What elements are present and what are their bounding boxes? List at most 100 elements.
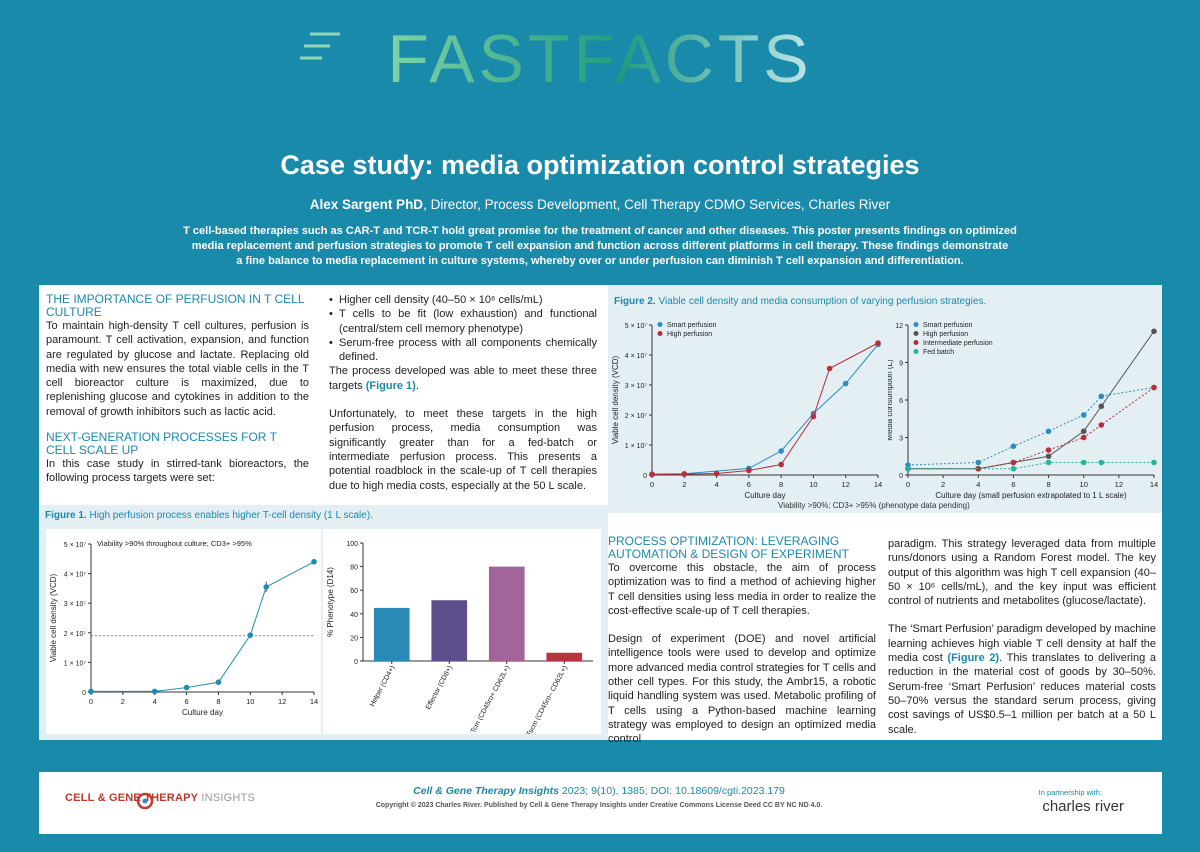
intro-text: T cell-based therapies such as CAR-T and…: [170, 224, 1030, 269]
author-role: , Director, Process Development, Cell Th…: [423, 197, 891, 212]
text: The process developed was able to meet t…: [329, 365, 597, 392]
series-line: [651, 344, 879, 475]
legend-label: High perfusion: [923, 331, 968, 338]
series-line: [908, 387, 1155, 470]
paragraph: To overcome this obstacle, the aim of pr…: [608, 562, 876, 617]
section-heading: Process optimization: leveraging automat…: [608, 534, 849, 561]
paragraph: Unfortunately, to meet these targets in …: [329, 408, 597, 492]
text: .: [415, 379, 419, 392]
figure-1-link[interactable]: (Figure 1): [365, 379, 416, 392]
figure-label: Figure 1.: [45, 510, 87, 521]
fig2a-chart: 0 2 4 6 8 10 12 14 0 1 × 10⁷ 2 × 10⁷ 3 × 10⁷ 4 × 10⁷…: [611, 322, 882, 500]
y-tick-label: 40: [350, 612, 358, 619]
x-tick-label: 0: [650, 480, 654, 489]
data-point: [778, 461, 784, 468]
column-2: Higher cell density (40–50 × 10⁶ cells/m…: [329, 293, 597, 493]
y-axis-label: Media consumption (L): [888, 359, 894, 441]
x-tick-label: 6: [747, 480, 751, 489]
x-tick-label: 8: [216, 697, 220, 706]
y-tick-label: 5 × 10⁷: [625, 323, 648, 330]
figure-1: Figure 1. High perfusion process enables…: [39, 505, 608, 740]
y-axis-label: Viable cell density (VCD): [611, 356, 620, 445]
x-tick-label: 10: [809, 480, 817, 489]
data-point: [1010, 459, 1017, 466]
bar: [373, 607, 410, 661]
paragraph: To maintain high-density T cell cultures…: [46, 320, 309, 418]
x-tick-label: 4: [714, 480, 718, 489]
y-tick-label: 0: [354, 659, 358, 666]
y-tick-label: 9: [899, 361, 903, 368]
data-point: [1080, 434, 1087, 441]
figure-label: Figure 2.: [614, 296, 656, 307]
journal-logo[interactable]: CELL & GENE THERAPY INSIGHTS: [65, 792, 255, 804]
data-point: [842, 380, 849, 387]
y-tick-label: 5 × 10⁷: [64, 542, 87, 549]
data-point: [810, 413, 817, 420]
column-1: The importance of perfusion in T cell cu…: [46, 293, 309, 486]
list-item: Serum-free process with all components c…: [329, 336, 597, 365]
legend-marker: [913, 322, 919, 327]
y-tick-label: 100: [346, 541, 358, 548]
x-axis-label: Culture day: [745, 491, 786, 500]
legend-label: Smart perfusion: [923, 322, 973, 329]
x-tick-label: 4: [153, 697, 157, 706]
x-tick-label: 14: [310, 697, 318, 706]
journal-logo-main: CELL & GENE THERAPY: [65, 792, 199, 804]
caption-text: High perfusion process enables higher T-…: [86, 510, 373, 521]
data-point: [1098, 393, 1105, 400]
y-axis-label: Viable cell density (VCD): [49, 574, 58, 663]
y-tick-label: 3 × 10⁷: [64, 601, 87, 608]
fig1b-panel: 0 20 40 60 80 100 % Phenotype (D14) Helper (CD4…: [323, 529, 601, 737]
paragraph: paradigm. This strategy leveraged data f…: [888, 538, 1156, 608]
paragraph: The ‘Smart Perfusion’ paradigm developed…: [888, 622, 1156, 736]
legend-label: Smart perfusion: [667, 322, 717, 329]
y-tick-label: 2 × 10⁷: [625, 413, 648, 420]
data-point: [183, 684, 190, 691]
legend-label: Fed batch: [923, 349, 954, 356]
data-point: [88, 688, 94, 695]
citation-journal: Cell & Gene Therapy Insights: [413, 785, 559, 797]
target-list: Higher cell density (40–50 × 10⁶ cells/m…: [329, 293, 597, 364]
data-point: [681, 471, 688, 477]
data-point: [975, 465, 982, 472]
x-tick-label: 8: [779, 480, 783, 489]
data-point: [311, 558, 317, 565]
y-tick-label: 4 × 10⁷: [625, 353, 648, 360]
intro-line: media replacement and perfusion strategi…: [191, 240, 1009, 252]
bar: [431, 600, 468, 661]
y-tick-label: 0: [82, 690, 86, 697]
text: The ‘Smart Perfusion’ paradigm developed…: [888, 623, 1156, 665]
fig2b-chart: 0 2 4 6 8 10 12 14 0 3 6 9 12 Culture day (small perf…: [888, 322, 1158, 500]
figure-2-link[interactable]: (Figure 2): [947, 652, 1000, 665]
legend-marker: [657, 322, 663, 327]
figure-2: Figure 2. Viable cell density and media …: [608, 285, 1162, 513]
charles-river-logo[interactable]: charles river: [1042, 798, 1124, 815]
data-point: [1098, 403, 1105, 410]
data-point: [1080, 412, 1087, 418]
section-heading: The importance of perfusion in T cell cu…: [46, 292, 305, 319]
caption-text: Viable cell density and media consumptio…: [655, 296, 987, 307]
data-point: [151, 688, 158, 695]
copyright: Copyright © 2023 Charles River. Publishe…: [375, 802, 823, 809]
data-point: [247, 632, 254, 638]
section-heading: Next-generation processes for T cell sca…: [46, 430, 277, 458]
author-name: Alex Sargent PhD: [309, 197, 424, 212]
y-tick-label: 3 × 10⁷: [625, 383, 648, 390]
figure-note: Viability >90%; CD3+ >95% (phenotype dat…: [778, 501, 970, 510]
legend-marker: [913, 331, 919, 336]
x-tick-label: Helper (CD4+): [369, 665, 396, 708]
legend-marker: [657, 331, 663, 336]
data-point: [713, 470, 720, 477]
data-point: [263, 584, 270, 590]
legend-marker: [913, 349, 919, 354]
content-panel: The importance of perfusion in T cell cu…: [39, 285, 1162, 745]
legend-label: High perfusion: [667, 331, 712, 338]
data-point: [1098, 422, 1105, 428]
x-tick-label: 10: [246, 697, 254, 706]
data-point: [1045, 459, 1052, 466]
citation-details[interactable]: 2023; 9(10), 1385; DOI: 10.18609/cgti.20…: [558, 785, 785, 797]
y-tick-label: 1 × 10⁷: [64, 660, 87, 667]
fig1b-chart: 0 20 40 60 80 100 % Phenotype (D14) Helper (CD4…: [326, 541, 593, 737]
x-tick-label: Effector (CD8+): [425, 665, 454, 711]
paragraph: Design of experiment (DOE) and novel art…: [608, 633, 876, 746]
